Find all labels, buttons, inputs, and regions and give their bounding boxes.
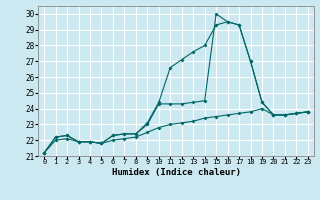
X-axis label: Humidex (Indice chaleur): Humidex (Indice chaleur): [111, 168, 241, 177]
